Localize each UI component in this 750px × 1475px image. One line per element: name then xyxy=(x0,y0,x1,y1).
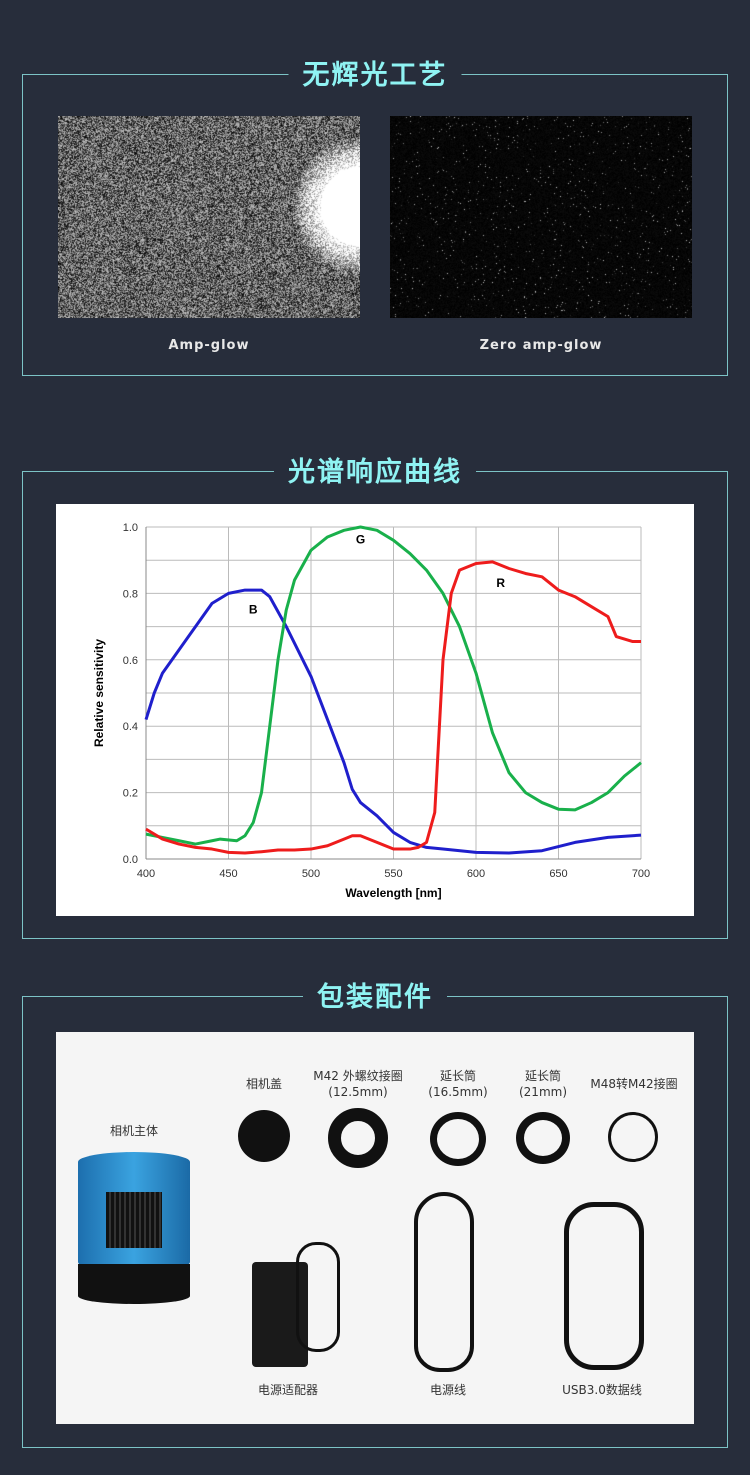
m42-ring-size: (12.5mm) xyxy=(328,1085,387,1099)
camera-cap-image xyxy=(238,1110,290,1162)
label-ext-tube-21: 延长筒 (21mm) xyxy=(519,1068,567,1100)
label-camera-cap: 相机盖 xyxy=(246,1076,282,1092)
label-m48-m42-ring: M48转M42接圈 xyxy=(590,1076,677,1092)
x-tick-label: 550 xyxy=(384,868,402,880)
ext-tube-name: 延长筒 xyxy=(525,1069,561,1083)
m48-m42-ring-image xyxy=(608,1112,658,1162)
amp-glow-image xyxy=(58,116,360,318)
curve-label-B: B xyxy=(249,602,258,616)
package-contents: 相机主体 相机盖 M42 外螺纹接圈 (12.5mm) 延长筒 (16.5mm) 延… xyxy=(56,1032,694,1424)
y-tick-label: 0.8 xyxy=(123,588,138,600)
zero-amp-glow-image xyxy=(390,116,692,318)
x-tick-label: 650 xyxy=(549,868,567,880)
x-tick-label: 600 xyxy=(467,868,485,880)
section-title: 包装配件 xyxy=(303,975,447,1014)
label-ext-tube-16: 延长筒 (16.5mm) xyxy=(428,1068,487,1100)
label-power-cord: 电源线 xyxy=(430,1382,466,1398)
ext-tube-name: 延长筒 xyxy=(440,1069,476,1083)
label-m42-ring: M42 外螺纹接圈 (12.5mm) xyxy=(313,1068,402,1100)
section-title: 光谱响应曲线 xyxy=(274,450,476,489)
section-title: 无辉光工艺 xyxy=(289,53,462,92)
x-axis-label: Wavelength [nm] xyxy=(345,886,441,900)
caption-zero-amp-glow: Zero amp-glow xyxy=(390,338,692,353)
usb-cable-image xyxy=(564,1202,644,1370)
label-power-adapter: 电源适配器 xyxy=(258,1382,318,1398)
power-adapter-cable xyxy=(296,1242,340,1352)
label-camera-body: 相机主体 xyxy=(110,1123,158,1139)
power-cord-image xyxy=(414,1192,474,1372)
label-usb-cable: USB3.0数据线 xyxy=(562,1382,642,1398)
y-axis-label: Relative sensitivity xyxy=(92,639,106,747)
y-tick-label: 0.2 xyxy=(123,788,138,800)
camera-body-image xyxy=(78,1152,190,1312)
m42-ring-image xyxy=(328,1108,388,1168)
spectral-chart: 400 450 500 550 600 650 700 0.0 0.2 0.4 0.6 0.8 1.0 B… xyxy=(56,504,694,916)
y-tick-label: 0.6 xyxy=(123,655,138,667)
caption-amp-glow: Amp-glow xyxy=(58,338,360,353)
ext-tube-21-image xyxy=(516,1112,570,1164)
x-tick-label: 500 xyxy=(302,868,320,880)
x-tick-label: 450 xyxy=(219,868,237,880)
ext-tube-size: (16.5mm) xyxy=(428,1085,487,1099)
y-tick-label: 1.0 xyxy=(123,522,138,534)
x-tick-label: 400 xyxy=(137,868,155,880)
curve-label-R: R xyxy=(496,576,505,590)
y-tick-label: 0.4 xyxy=(123,721,138,733)
ext-tube-size: (21mm) xyxy=(519,1085,567,1099)
m42-ring-name: M42 外螺纹接圈 xyxy=(313,1069,402,1083)
curve-label-G: G xyxy=(356,533,365,547)
ext-tube-16-image xyxy=(430,1112,486,1166)
y-tick-label: 0.0 xyxy=(123,854,138,866)
x-tick-label: 700 xyxy=(632,868,650,880)
